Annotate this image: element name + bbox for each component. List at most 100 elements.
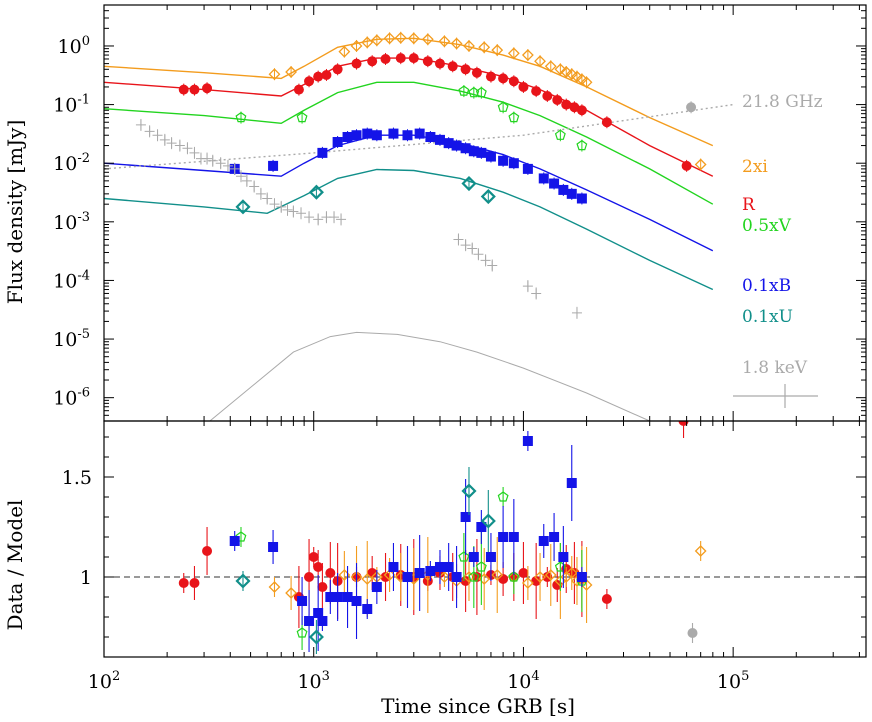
data-point-xray — [135, 119, 146, 130]
data-point-radio — [686, 102, 697, 113]
x-tick-exponent: 4 — [531, 669, 539, 684]
residual-point-B — [402, 572, 413, 582]
data-point-xray — [174, 140, 185, 151]
data-point-xray — [296, 208, 307, 219]
data-point-B — [460, 143, 471, 154]
y-tick-label: 10-4 — [53, 268, 90, 292]
data-point-U — [308, 184, 324, 200]
data-point-R — [561, 99, 572, 110]
data-point-i — [394, 31, 407, 44]
data-point-i — [370, 34, 383, 47]
data-point-R — [485, 71, 496, 82]
bottom-panel-points — [178, 421, 707, 654]
data-point-xray — [480, 255, 491, 266]
data-point-xray — [249, 181, 260, 192]
data-point-i — [361, 36, 374, 49]
data-point-R — [508, 76, 519, 87]
residual-point-V — [554, 561, 566, 572]
residual-point-B — [297, 596, 308, 606]
y-tick-exponent: -1 — [77, 93, 90, 108]
data-point-xray — [166, 138, 177, 149]
residual-point-R — [552, 580, 563, 590]
data-point-i — [407, 32, 420, 45]
data-point-R — [447, 61, 458, 72]
data-point-B — [451, 140, 462, 151]
data-point-U — [480, 188, 496, 205]
data-point-R — [395, 53, 406, 64]
top-panel-points — [135, 31, 707, 319]
x-tick-exponent: 3 — [322, 669, 330, 684]
data-point-V — [497, 101, 509, 112]
data-point-B — [342, 131, 353, 142]
residual-point-B — [549, 532, 560, 542]
residual-point-B — [451, 572, 462, 582]
x-tick-label: 103 — [297, 669, 329, 693]
data-point-B — [332, 137, 343, 148]
data-point-i — [268, 68, 281, 81]
residual-point-i — [694, 545, 707, 557]
residual-point-B — [443, 562, 454, 572]
data-point-xray — [288, 206, 299, 217]
data-point-i — [580, 76, 593, 89]
series-labels: 21.8 GHz 2xi R0.5xV 0.1xB 0.1xU 1.8 keV — [733, 92, 823, 408]
data-point-R — [351, 58, 362, 69]
data-point-B — [414, 128, 425, 139]
residual-point-B — [522, 436, 533, 446]
residual-point-i — [268, 581, 281, 593]
data-point-R — [498, 73, 509, 84]
data-point-i — [338, 45, 351, 58]
residual-point-U — [308, 629, 324, 645]
residual-point-B — [576, 572, 587, 582]
data-point-xray — [235, 171, 246, 182]
data-point-xray — [207, 155, 218, 166]
residual-point-i — [565, 567, 578, 579]
data-point-xray — [453, 234, 464, 245]
model-line-R — [104, 57, 714, 177]
data-point-B — [498, 155, 509, 166]
data-point-B — [402, 130, 413, 141]
residual-point-i — [544, 569, 557, 581]
data-point-B — [558, 184, 569, 195]
x-axis-label: Time since GRB [s] — [381, 694, 575, 718]
series-label-3: 0.5xV — [742, 216, 792, 236]
residual-point-V — [508, 571, 520, 582]
data-point-B — [362, 128, 373, 139]
data-point-i — [544, 60, 557, 73]
data-point-R — [471, 67, 482, 78]
residual-point-R — [531, 576, 542, 586]
data-point-R — [422, 56, 433, 67]
data-point-V — [235, 111, 247, 123]
residual-point-B — [498, 532, 509, 542]
data-point-i — [383, 32, 396, 45]
residual-point-B — [558, 552, 569, 562]
data-point-R — [189, 84, 200, 95]
data-point-i — [285, 66, 298, 78]
data-point-V — [458, 85, 470, 96]
y-tick-exponent: -2 — [77, 151, 90, 166]
residual-point-U — [235, 573, 251, 589]
bottom-frame — [103, 420, 867, 658]
data-point-i — [565, 68, 578, 81]
x-tick-label: 104 — [507, 669, 539, 693]
y-axis-label-bottom: Data / Model — [3, 500, 27, 631]
residual-point-R — [460, 576, 471, 586]
data-point-R — [460, 64, 471, 75]
data-point-B — [538, 173, 549, 184]
data-point-i — [694, 158, 707, 171]
data-point-xray — [159, 134, 170, 145]
residual-point-B — [468, 552, 479, 562]
data-point-i — [554, 63, 567, 76]
data-point-R — [569, 102, 580, 113]
data-point-B — [388, 128, 399, 139]
series-label-4: 0.1xB — [742, 276, 791, 296]
residual-point-V — [296, 627, 308, 638]
data-point-V — [475, 86, 487, 98]
residual-point-R — [518, 568, 529, 578]
y-axis-label-top: Flux density [mJy] — [3, 120, 27, 305]
y-tick-label-bottom: 1 — [80, 567, 92, 589]
residual-point-B — [460, 512, 471, 522]
data-point-xray — [531, 288, 542, 299]
residual-point-B — [566, 478, 577, 488]
data-point-R — [542, 91, 553, 102]
data-point-i — [350, 40, 363, 52]
